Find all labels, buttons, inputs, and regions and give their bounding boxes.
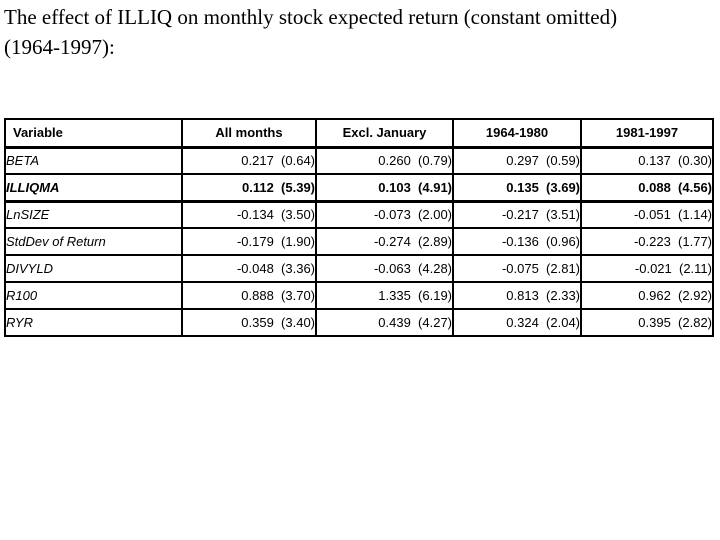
value-cell: 0.297 (0.59) (452, 146, 582, 175)
value-cell: 0.103 (4.91) (315, 173, 454, 203)
value-cell: 1.335 (6.19) (315, 281, 454, 310)
results-table-body: BETA 0.217 (0.64) 0.260 (0.79) 0.297 (0.59)… (4, 146, 714, 337)
column-header-2: Excl. January (315, 118, 454, 149)
table-row: DIVYLD -0.048 (3.36) -0.063 (4.28) -0.075 (… (4, 254, 714, 283)
value-cell: 0.217 (0.64) (181, 146, 317, 175)
slide-title: The effect of ILLIQ on monthly stock exp… (4, 2, 716, 62)
slide-title-line1: The effect of ILLIQ on monthly stock exp… (4, 5, 618, 29)
value-cell: -0.063 (4.28) (315, 254, 454, 283)
variable-cell: StdDev of Return (4, 227, 183, 256)
value-cell: 0.260 (0.79) (315, 146, 454, 175)
value-cell: -0.274 (2.89) (315, 227, 454, 256)
value-cell: -0.179 (1.90) (181, 227, 317, 256)
value-cell: -0.021 (2.11) (580, 254, 714, 283)
value-cell: 0.962 (2.92) (580, 281, 714, 310)
value-cell: 0.137 (0.30) (580, 146, 714, 175)
variable-cell: LnSIZE (4, 200, 183, 229)
column-header-0: Variable (4, 118, 183, 149)
value-cell: -0.223 (1.77) (580, 227, 714, 256)
value-cell: 0.395 (2.82) (580, 308, 714, 337)
value-cell: -0.048 (3.36) (181, 254, 317, 283)
variable-cell: ILLIQMA (4, 173, 183, 203)
value-cell: -0.134 (3.50) (181, 200, 317, 229)
column-header-3: 1964-1980 (452, 118, 582, 149)
value-cell: -0.217 (3.51) (452, 200, 582, 229)
value-cell: 0.135 (3.69) (452, 173, 582, 203)
table-row: R100 0.888 (3.70) 1.335 (6.19) 0.813 (2.33)… (4, 281, 714, 310)
results-table: Variable All months Excl. January 1964-1980… (4, 118, 714, 337)
variable-cell: BETA (4, 146, 183, 175)
value-cell: 0.359 (3.40) (181, 308, 317, 337)
value-cell: 0.324 (2.04) (452, 308, 582, 337)
slide-title-line2: (1964-1997): (4, 35, 115, 59)
variable-cell: RYR (4, 308, 183, 337)
value-cell: 0.888 (3.70) (181, 281, 317, 310)
table-row: BETA 0.217 (0.64) 0.260 (0.79) 0.297 (0.59)… (4, 146, 714, 175)
variable-cell: R100 (4, 281, 183, 310)
column-header-1: All months (181, 118, 317, 149)
table-row: LnSIZE -0.134 (3.50) -0.073 (2.00) -0.217 (… (4, 200, 714, 229)
value-cell: 0.088 (4.56) (580, 173, 714, 203)
value-cell: -0.073 (2.00) (315, 200, 454, 229)
value-cell: -0.051 (1.14) (580, 200, 714, 229)
table-row: ILLIQMA 0.112 (5.39) 0.103 (4.91) 0.135 (3.… (4, 173, 714, 203)
value-cell: 0.112 (5.39) (181, 173, 317, 203)
table-row: StdDev of Return -0.179 (1.90) -0.274 (2.8… (4, 227, 714, 256)
regression-table-container: Variable All months Excl. January 1964-1980… (4, 118, 714, 337)
variable-cell: DIVYLD (4, 254, 183, 283)
value-cell: 0.439 (4.27) (315, 308, 454, 337)
column-header-4: 1981-1997 (580, 118, 714, 149)
value-cell: -0.136 (0.96) (452, 227, 582, 256)
table-row: RYR 0.359 (3.40) 0.439 (4.27) 0.324 (2.04) 0… (4, 308, 714, 337)
value-cell: 0.813 (2.33) (452, 281, 582, 310)
value-cell: -0.075 (2.81) (452, 254, 582, 283)
results-table-head-row: Variable All months Excl. January 1964-1980… (4, 118, 714, 149)
